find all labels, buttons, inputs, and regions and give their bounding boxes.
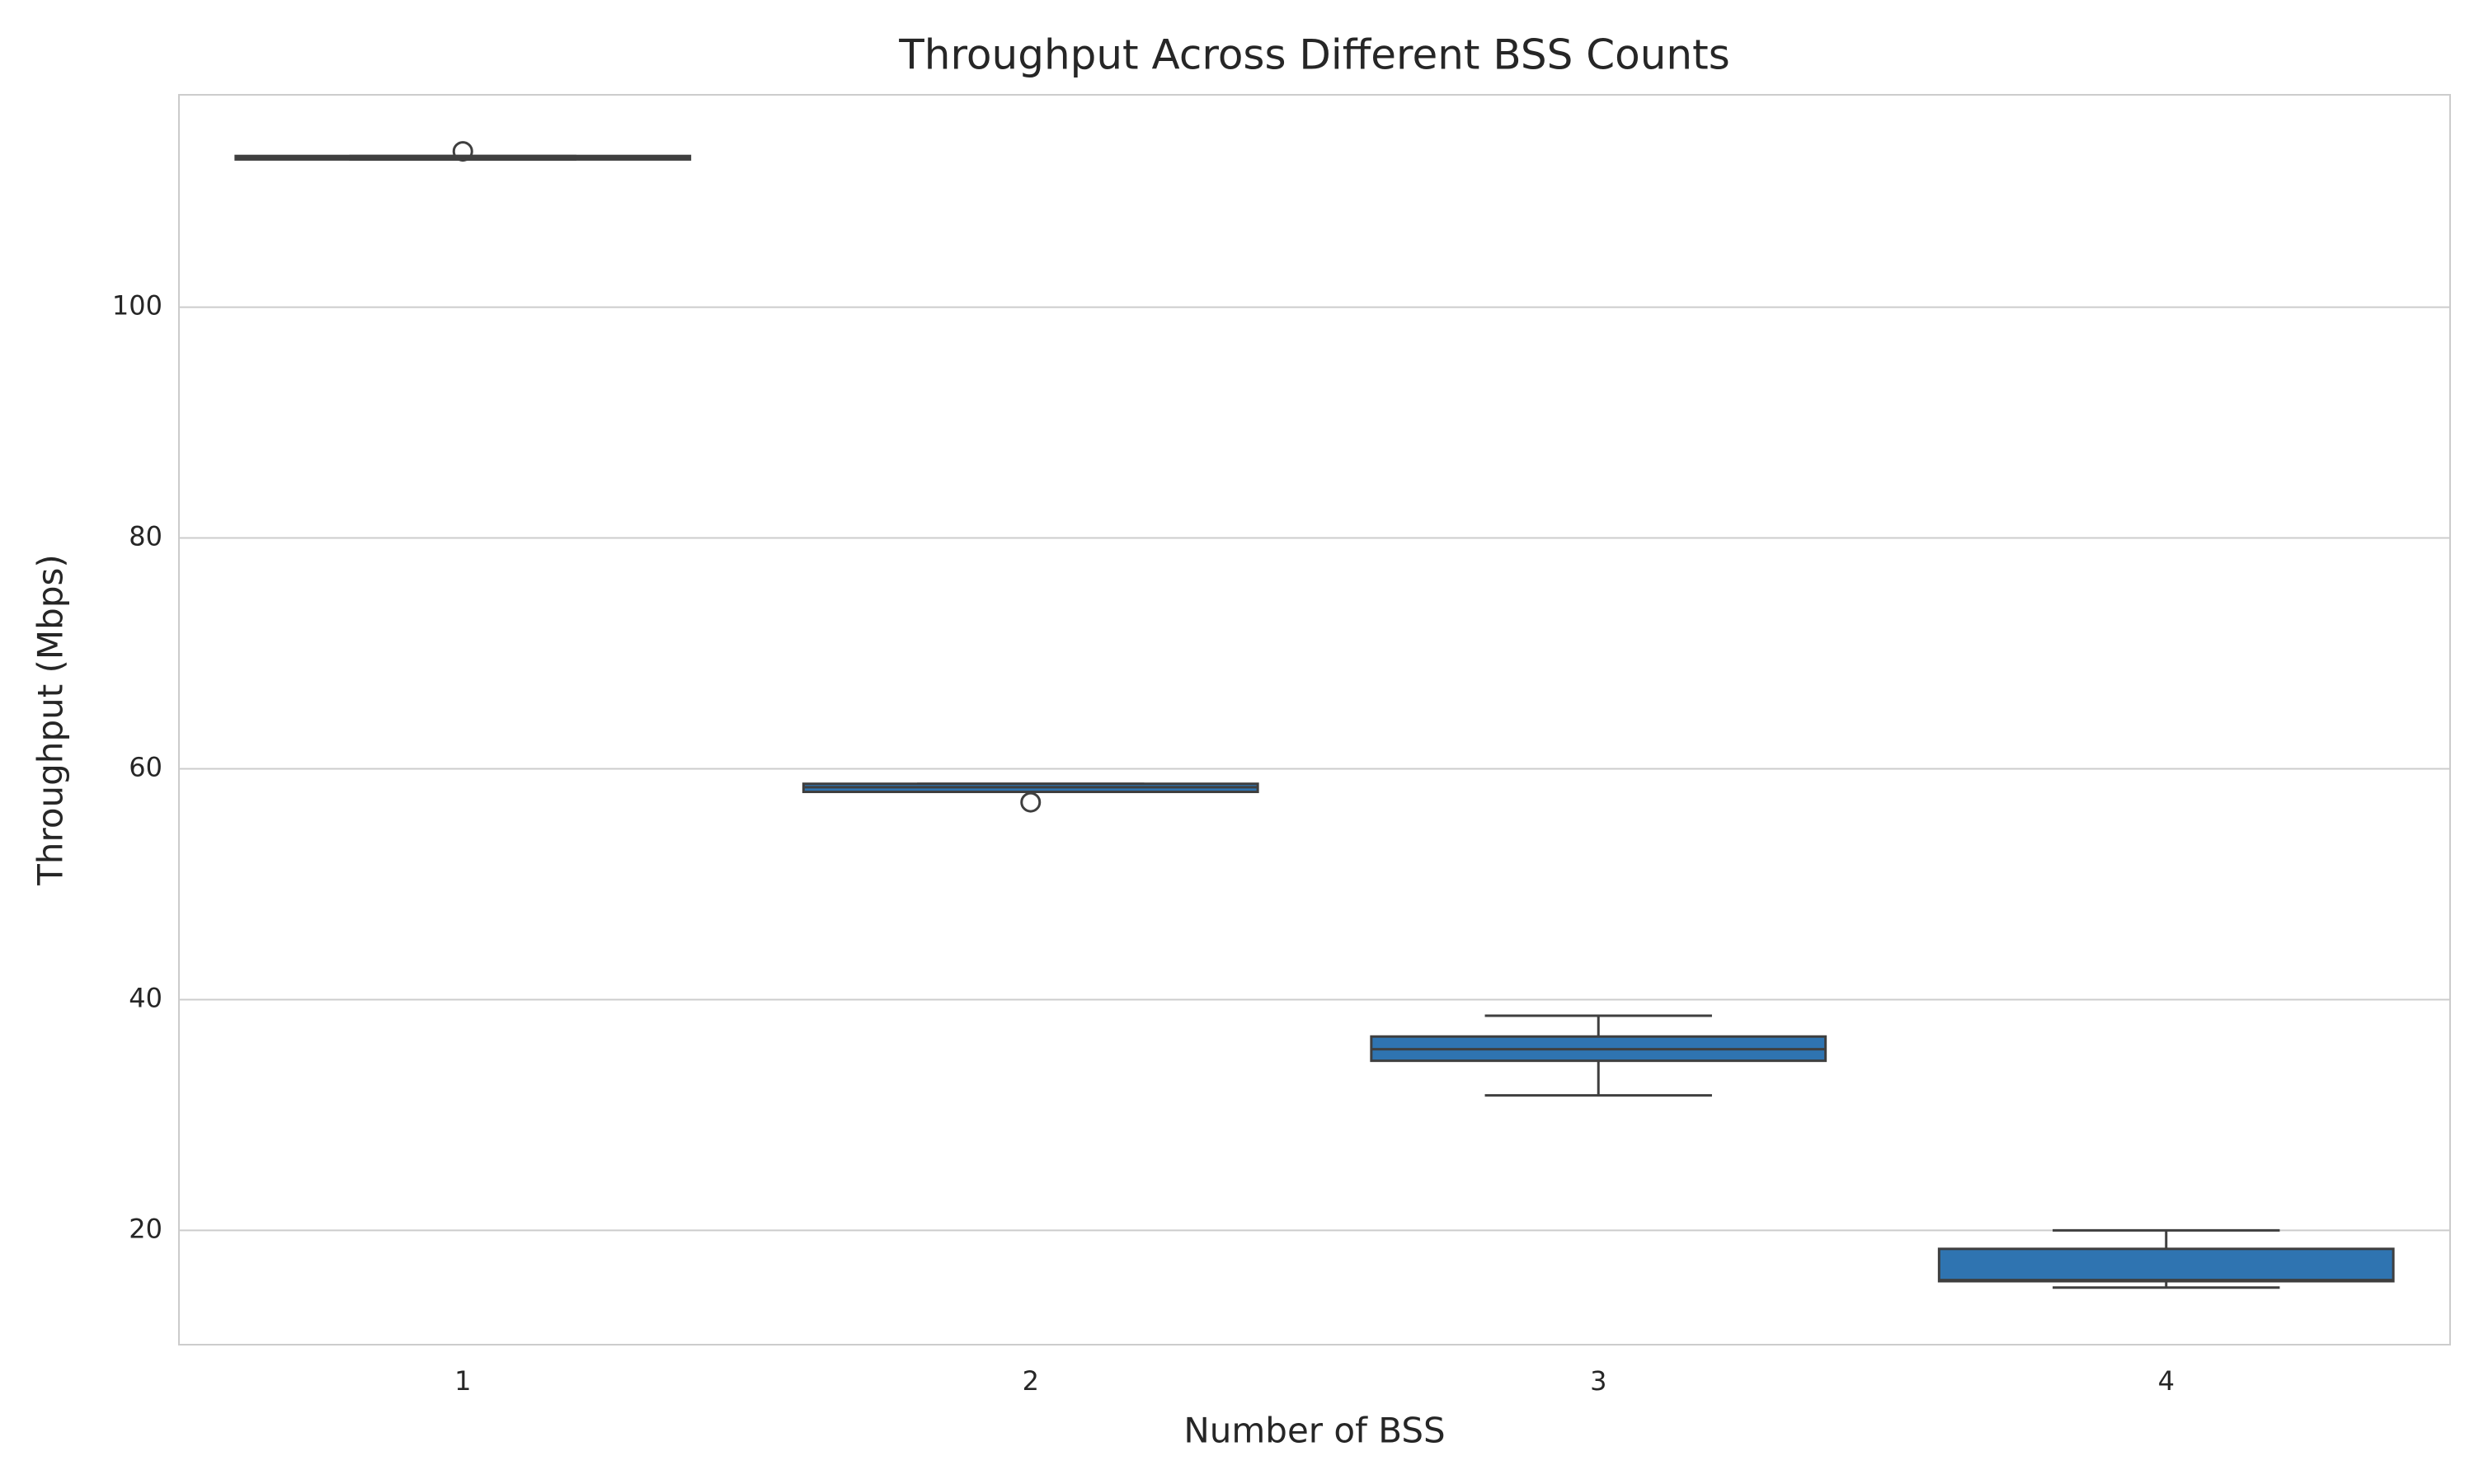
- outlier: [452, 141, 473, 162]
- plot-frame: [178, 94, 2451, 1345]
- y-tick-label: 100: [112, 290, 162, 322]
- y-axis-label: Throughput (Mbps): [31, 554, 71, 886]
- y-tick-label: 60: [129, 751, 162, 782]
- x-tick-label: 2: [1023, 1365, 1039, 1397]
- chart-title: Throughput Across Different BSS Counts: [898, 31, 1730, 79]
- y-tick-label: 40: [129, 982, 162, 1013]
- x-tick-label: 1: [454, 1365, 471, 1397]
- x-tick-label: 3: [1590, 1365, 1606, 1397]
- y-tick-label: 80: [129, 521, 162, 552]
- x-axis-label: Number of BSS: [1183, 1411, 1445, 1451]
- x-tick-label: 4: [2158, 1365, 2175, 1397]
- y-tick-label: 20: [129, 1213, 162, 1244]
- box: [1937, 1247, 2395, 1283]
- outlier: [1020, 791, 1042, 813]
